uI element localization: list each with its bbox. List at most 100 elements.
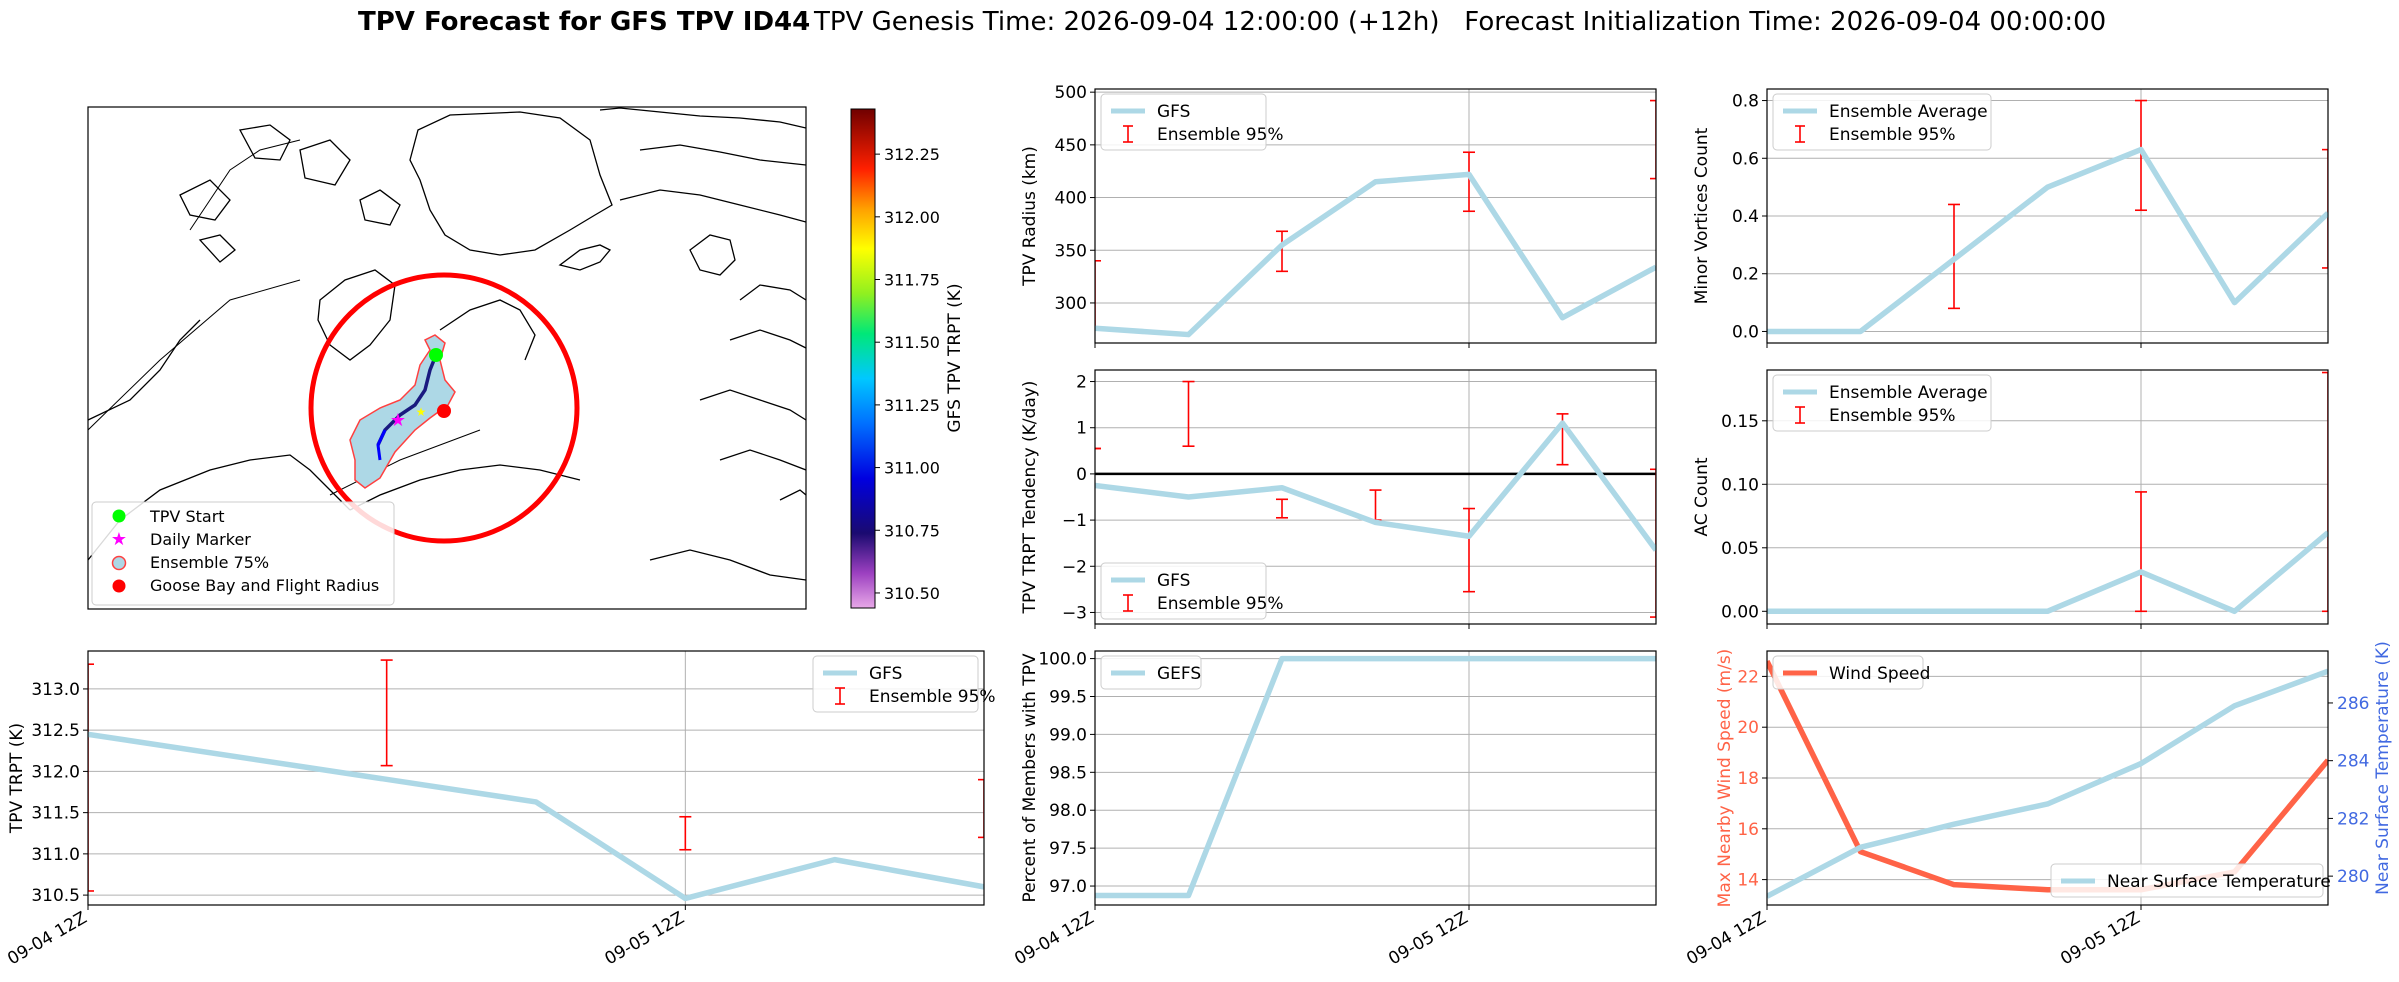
- plot-frame: [1766, 369, 2329, 625]
- series-line-ensemble-average: [1767, 530, 2328, 615]
- legend-box: [1772, 655, 1924, 690]
- y-axis-label: TPV TRPT Tendency (K/day): [1020, 381, 1040, 615]
- y-tick-label: 313.0: [31, 680, 80, 700]
- legend-box: [1772, 374, 1992, 432]
- y-tick-label: 350: [1055, 241, 1087, 261]
- y-tick-label: −3: [1062, 603, 1087, 623]
- y2-tick-label: 286: [2337, 694, 2369, 714]
- chart-ac: 0.15 0.10 0.05 0.00 AC Count Ensemble Average…: [1692, 369, 2329, 629]
- y-tick-label: 14: [1737, 871, 1759, 891]
- y-tick-label: 450: [1055, 136, 1087, 156]
- legend: GEFS: [1100, 655, 1202, 690]
- colorbar-tick-label: 312.25: [884, 145, 940, 164]
- legend: Wind Speed: [1772, 655, 1930, 690]
- series-line-gfs: [1095, 171, 1656, 338]
- y-tick-label: 98.5: [1049, 763, 1087, 783]
- y-axis-label: TPV Radius (km): [1020, 146, 1040, 287]
- plot-frame: [87, 650, 985, 906]
- y-axis-label: Minor Vortices Count: [1692, 127, 1712, 304]
- y-tick-label: 22: [1737, 667, 1759, 687]
- colorbar-tick-label: 310.50: [884, 584, 940, 603]
- y-tick-label: 97.0: [1049, 877, 1087, 897]
- legend-goose-bay-icon: [112, 579, 126, 593]
- legend-box: [812, 655, 979, 713]
- plot-content: [1095, 380, 1656, 618]
- y-tick-label: 97.5: [1049, 839, 1087, 859]
- colorbar-tick-label: 311.50: [884, 333, 940, 352]
- series-line-ensemble-average: [1767, 146, 2328, 335]
- y-tick-label: 20: [1737, 718, 1759, 738]
- plot-frame: [1094, 650, 1657, 906]
- series-line-gfs: [88, 731, 984, 902]
- y-axis-label: AC Count: [1692, 457, 1712, 536]
- chart-tendency: 2 1 0 −1 −2 −3 TPV TRPT Tendency (K/day) GFS Ens…: [1020, 369, 1657, 629]
- y-tick-label: 18: [1737, 769, 1759, 789]
- series-line-gfs: [1095, 420, 1656, 552]
- legend-box: [1100, 655, 1202, 690]
- legend: GFS Ensemble 95%: [1100, 562, 1284, 620]
- legend-label: Near Surface Temperature: [2107, 872, 2331, 892]
- chart-percent: 100.0 99.5 99.0 98.5 98.0 97.5 97.0 09-04 12Z 09…: [1011, 650, 1657, 969]
- tpv-track-end: [376, 429, 387, 461]
- legend-label: GEFS: [1157, 664, 1201, 684]
- y-tick-label: −1: [1062, 511, 1087, 531]
- legend-label: Ensemble Average: [1829, 383, 1988, 403]
- legend: Ensemble Average Ensemble 95%: [1772, 93, 1992, 151]
- legend-box: [2050, 863, 2324, 898]
- plot-content: [1767, 99, 2328, 335]
- daily-marker-star-2: ★: [416, 405, 427, 419]
- legend-label: Ensemble 95%: [1829, 406, 1956, 426]
- title-bold: TPV Forecast for GFS TPV ID44: [358, 7, 810, 37]
- x-tick-label: 09-04 12Z: [1011, 908, 1097, 969]
- plot-frame: [1766, 650, 2329, 906]
- x-tick-label: 09-05 12Z: [602, 908, 688, 969]
- legend-label: GFS: [1157, 102, 1190, 122]
- chart-minor: 0.8 0.6 0.4 0.2 0.0 Minor Vortices Count Ensem…: [1692, 88, 2329, 348]
- legend-label: Wind Speed: [1829, 664, 1930, 684]
- legend: Ensemble Average Ensemble 95%: [1772, 374, 1992, 432]
- plot-content: [1095, 655, 1656, 899]
- legend-daily-marker-icon: ★: [111, 529, 127, 550]
- legend-goose-bay: Goose Bay and Flight Radius: [150, 576, 379, 595]
- y-tick-label: 99.5: [1049, 687, 1087, 707]
- legend-ensemble-75: Ensemble 75%: [150, 553, 269, 572]
- tpv-start-marker: [429, 348, 443, 362]
- colorbar-tick-label: 311.00: [884, 459, 940, 478]
- legend-label: Ensemble Average: [1829, 102, 1988, 122]
- y-tick-label: 0.05: [1721, 539, 1759, 559]
- y-tick-label: 311.0: [31, 845, 80, 865]
- colorbar-tick-label: 310.75: [884, 521, 940, 540]
- chart-radius: 500 450 400 350 300 TPV Radius (km) GFS Ensembl…: [1020, 83, 1657, 348]
- colorbar-tick-label: 312.00: [884, 208, 940, 227]
- chart-trpt: 313.0 312.5 312.0 311.5 311.0 310.509-04 12Z 0…: [4, 650, 996, 969]
- plot-area: [1095, 651, 1656, 905]
- legend: GFS Ensemble 95%: [812, 655, 996, 713]
- y-tick-label: 98.0: [1049, 801, 1087, 821]
- series-line-gefs: [1095, 655, 1656, 899]
- y-tick-label: 300: [1055, 294, 1087, 314]
- y-tick-label: 0.0: [1732, 322, 1759, 342]
- legend-box: [1100, 93, 1267, 151]
- legend-daily-marker: Daily Marker: [150, 530, 251, 549]
- flight-radius-circle: [308, 272, 580, 544]
- series-line-near-surface-temperature: [1767, 668, 2328, 899]
- y2-axis-label: Near Surface Temperature (K): [2373, 641, 2393, 895]
- legend-label: Ensemble 95%: [1157, 125, 1284, 145]
- y-tick-label: 0.6: [1732, 149, 1759, 169]
- plot-frame: [1094, 369, 1657, 625]
- colorbar-tick-label: 311.25: [884, 396, 940, 415]
- map-legend-box: [91, 501, 395, 606]
- y-axis-label: Max Nearby Wind Speed (m/s): [1715, 649, 1735, 908]
- y-tick-label: 311.5: [31, 804, 80, 824]
- legend-box: [1100, 562, 1267, 620]
- colorbar-tick-label: 311.75: [884, 271, 940, 290]
- plot-content: [1767, 371, 2328, 615]
- legend-label: Ensemble 95%: [1829, 125, 1956, 145]
- legend-tpv-start-icon: [112, 509, 126, 523]
- x-tick-label: 09-05 12Z: [2057, 908, 2143, 969]
- plot-frame: [1766, 88, 2329, 344]
- legend-box: [1772, 93, 1992, 151]
- y-tick-label: 100.0: [1038, 650, 1087, 670]
- legend-label: Ensemble 95%: [1157, 594, 1284, 614]
- y-tick-label: 312.0: [31, 762, 80, 782]
